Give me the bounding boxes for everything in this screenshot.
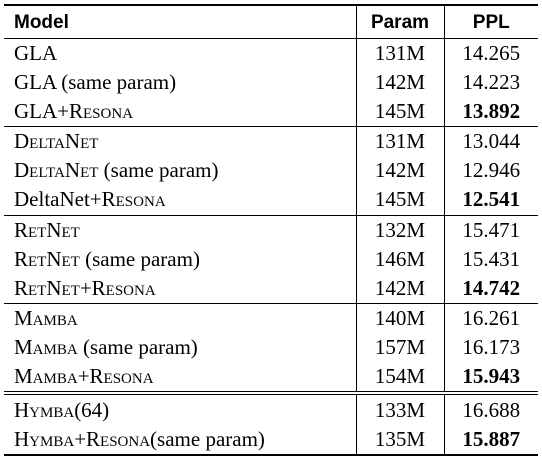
param-cell: 145M xyxy=(355,97,445,127)
model-cell: GLA+Resona xyxy=(4,97,356,127)
table-row: Hymba(64) 133M 16.688 xyxy=(4,393,538,425)
table-row: GLA (same param) 142M 14.223 xyxy=(4,68,538,98)
model-name: DeltaNet xyxy=(14,129,99,154)
model-name: RetNet xyxy=(14,246,80,271)
table-row: RetNet 132M 15.471 xyxy=(4,215,538,245)
model-name: GLA (same param) xyxy=(14,70,177,95)
ppl-column-header: PPL xyxy=(472,11,510,33)
model-group: Mamba 140M 16.261 Mamba (same param) 157M 16.… xyxy=(4,303,538,394)
model-suffix: +Resona xyxy=(79,275,156,300)
table-row: DeltaNet 131M 13.044 xyxy=(4,126,538,157)
ppl-cell-best: 14.742 xyxy=(462,275,521,300)
ppl-cell: 16.688 xyxy=(462,397,521,422)
param-cell: 140M xyxy=(355,303,445,333)
table-header: Model Param PPL xyxy=(4,5,538,39)
table-row: Mamba (same param) 157M 16.173 xyxy=(4,332,538,362)
ppl-cell: 15.431 xyxy=(462,246,521,271)
model-cell: RetNet+Resona xyxy=(4,274,356,304)
model-name: DeltaNet xyxy=(14,187,90,212)
param-cell: 133M xyxy=(355,393,445,425)
model-name: RetNet xyxy=(14,275,80,300)
ppl-cell: 14.265 xyxy=(462,41,521,66)
model-suffix: +Resona xyxy=(77,364,154,389)
model-name: RetNet xyxy=(14,217,80,242)
param-cell: 131M xyxy=(355,126,445,157)
param-cell: 146M xyxy=(355,244,445,274)
ppl-cell-best: 12.541 xyxy=(462,187,521,212)
model-cell: Hymba(64) xyxy=(4,393,356,424)
model-cell: Hymba+Resona(same param) xyxy=(4,425,356,455)
ppl-cell: 16.173 xyxy=(462,334,521,359)
model-cell: GLA xyxy=(4,39,356,69)
model-cell: RetNet xyxy=(4,215,356,245)
model-suffix: +Resona xyxy=(89,187,166,212)
param-cell: 131M xyxy=(355,38,445,69)
table-row: RetNet (same param) 146M 15.431 xyxy=(4,244,538,274)
table-row: GLA+Resona 145M 13.892 xyxy=(4,97,538,127)
ppl-cell: 12.946 xyxy=(462,158,521,183)
table-row: DeltaNet+Resona 145M 12.541 xyxy=(4,185,538,216)
model-name: GLA xyxy=(14,99,58,124)
model-name: Mamba xyxy=(14,305,78,330)
model-cell: GLA (same param) xyxy=(4,68,356,97)
results-table: Model Param PPL GLA 131M 14.265 GLA (same p… xyxy=(4,4,538,456)
ppl-cell: 15.471 xyxy=(462,217,521,242)
model-cell: Mamba (same param) xyxy=(4,333,356,362)
model-group: RetNet 132M 15.471 RetNet (same param) 146M 1… xyxy=(4,215,538,304)
model-cell: Mamba+Resona xyxy=(4,362,356,393)
model-name: Mamba xyxy=(14,364,78,389)
ppl-cell: 13.044 xyxy=(462,129,521,154)
param-cell: 145M xyxy=(355,185,445,216)
model-name: GLA xyxy=(14,41,58,66)
ppl-cell-best: 15.887 xyxy=(462,426,521,451)
param-cell: 154M xyxy=(355,361,445,394)
param-cell: 142M xyxy=(355,273,445,304)
param-cell: 142M xyxy=(355,68,445,98)
model-note: (same param) xyxy=(79,246,200,271)
ppl-cell: 14.223 xyxy=(462,70,521,95)
param-cell: 132M xyxy=(355,215,445,245)
model-name: Mamba xyxy=(14,334,78,359)
table-row: RetNet+Resona 142M 14.742 xyxy=(4,273,538,304)
model-name: DeltaNet xyxy=(14,158,99,183)
model-note: (64) xyxy=(74,397,110,422)
param-cell: 135M xyxy=(355,424,445,455)
model-note: (same param) xyxy=(98,158,219,183)
param-cell: 142M xyxy=(355,156,445,186)
param-cell: 157M xyxy=(355,332,445,362)
ppl-cell: 16.261 xyxy=(462,305,521,330)
model-note: (same param) xyxy=(150,426,265,451)
model-column-header: Model xyxy=(14,11,69,33)
ppl-cell-best: 15.943 xyxy=(462,364,521,389)
model-suffix: +Resona xyxy=(57,99,134,124)
table-row: DeltaNet (same param) 142M 12.946 xyxy=(4,156,538,186)
model-cell: DeltaNet+Resona xyxy=(4,185,356,215)
model-cell: Mamba xyxy=(4,303,356,333)
model-cell: DeltaNet (same param) xyxy=(4,156,356,185)
model-note: (same param) xyxy=(77,334,198,359)
model-cell: RetNet (same param) xyxy=(4,245,356,274)
table-row: Mamba 140M 16.261 xyxy=(4,303,538,333)
model-group: Hymba(64) 133M 16.688 Hymba+Resona(same par… xyxy=(4,393,538,455)
table-row: Mamba+Resona 154M 15.943 xyxy=(4,361,538,394)
model-suffix: +Resona xyxy=(74,426,151,451)
model-group: DeltaNet 131M 13.044 DeltaNet (same param) 1… xyxy=(4,126,538,216)
table-row: GLA 131M 14.265 xyxy=(4,38,538,69)
param-column-header: Param xyxy=(355,5,445,39)
header-row: Model Param PPL xyxy=(4,5,538,39)
model-cell: DeltaNet xyxy=(4,127,356,157)
model-name: Hymba xyxy=(14,397,75,422)
model-group: GLA 131M 14.265 GLA (same param) 142M 14.223 G… xyxy=(4,38,538,127)
model-name: Hymba xyxy=(14,426,75,451)
ppl-cell-best: 13.892 xyxy=(462,99,521,124)
table-row: Hymba+Resona(same param) 135M 15.887 xyxy=(4,424,538,455)
